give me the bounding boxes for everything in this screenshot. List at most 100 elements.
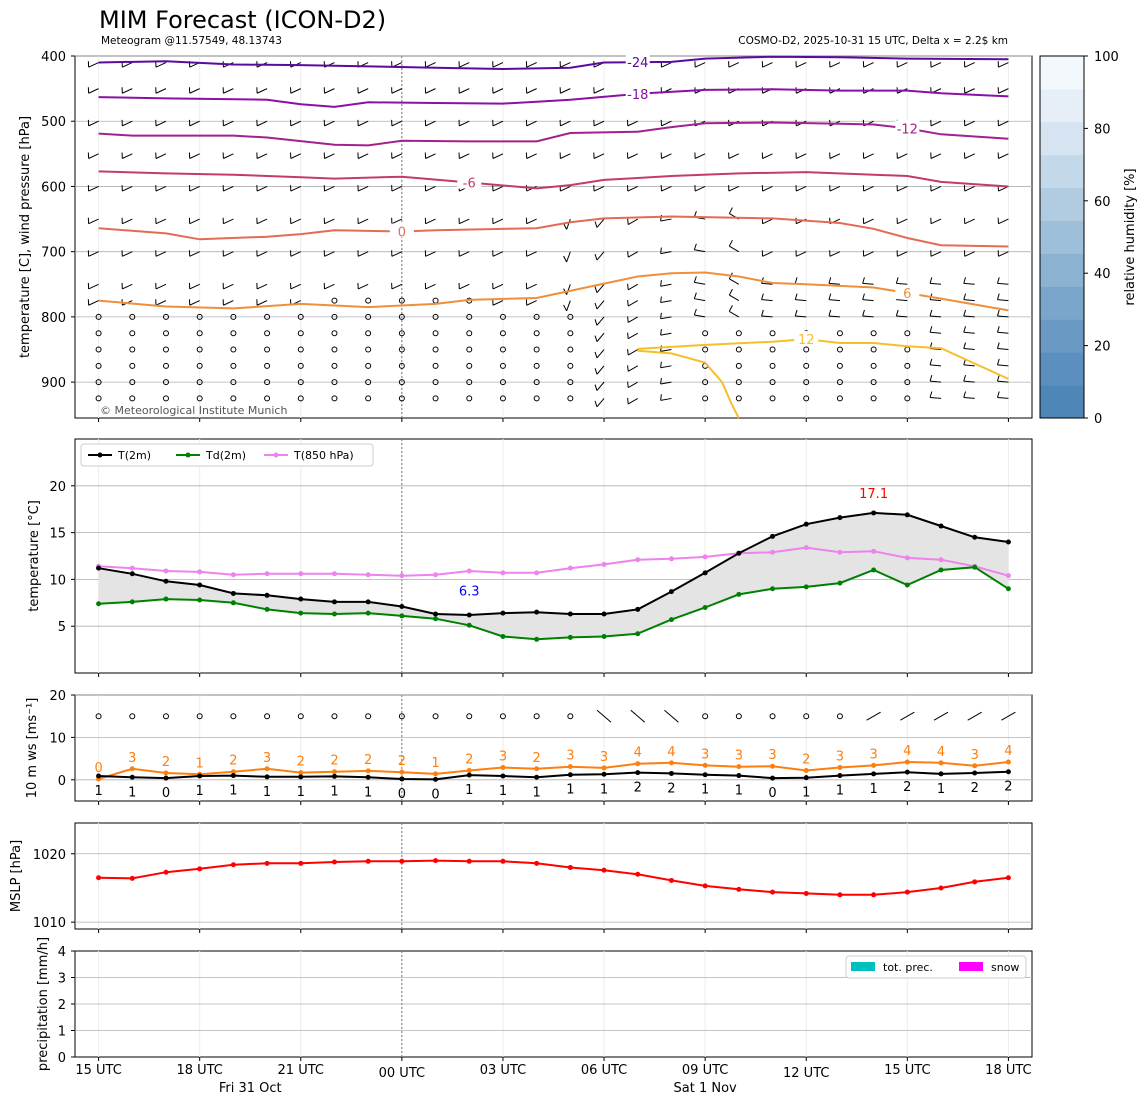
- wind-barb: [526, 218, 537, 225]
- series-point: [298, 596, 304, 602]
- series-point: [567, 634, 573, 640]
- series-point: [567, 864, 573, 870]
- wind-barb-flag: [660, 296, 662, 303]
- series-point: [904, 555, 910, 561]
- calm-wind-circle: [466, 379, 473, 386]
- calm-wind-circle: [567, 713, 574, 720]
- wind-barb: [122, 62, 133, 68]
- series-point: [399, 858, 405, 864]
- wind-barb: [189, 300, 200, 306]
- wind-barb: [661, 185, 672, 192]
- calm-wind-circle: [95, 713, 102, 720]
- colorbar-band: [1040, 121, 1084, 156]
- wind-barb-flag: [761, 309, 764, 317]
- isotherm-label: -12: [897, 122, 918, 137]
- mean-wind-value-label: 1: [566, 783, 574, 798]
- series-point: [601, 867, 607, 873]
- series-point: [500, 773, 506, 779]
- series-point: [601, 561, 607, 567]
- calm-wind-circle: [567, 313, 574, 320]
- wind-barb: [596, 381, 605, 391]
- calm-wind-circle: [904, 330, 911, 337]
- wind-barb-flag: [996, 358, 1000, 366]
- isotherm-label: -6: [463, 177, 476, 192]
- wind-barb: [762, 218, 773, 225]
- series-point: [433, 776, 439, 782]
- gust-value-label: 3: [566, 749, 574, 764]
- series-point: [567, 772, 573, 778]
- wind-barb: [930, 120, 942, 127]
- wind-barb: [357, 153, 369, 159]
- wind-barb: [526, 153, 537, 159]
- wind-barb: [661, 120, 672, 127]
- wind-barb: [492, 153, 504, 159]
- calm-wind-circle: [735, 395, 742, 402]
- wind-barb: [862, 315, 874, 318]
- wind-barb: [596, 218, 605, 228]
- calm-wind-circle: [567, 330, 574, 337]
- wind-barb-flag: [627, 332, 629, 339]
- wind-barb: [762, 153, 773, 159]
- calm-wind-circle: [466, 346, 473, 353]
- wind-barb: [627, 397, 638, 405]
- wind-barb-flag: [627, 251, 629, 258]
- calm-wind-circle: [533, 313, 540, 320]
- calm-wind-circle: [803, 346, 810, 353]
- series-point: [668, 770, 674, 776]
- mean-wind-value-label: 1: [465, 783, 473, 798]
- wind-barb-flag: [660, 377, 662, 385]
- x-tick-label: 18 UTC: [985, 1063, 1031, 1078]
- calm-wind-circle: [769, 330, 776, 337]
- calm-wind-circle: [432, 379, 439, 386]
- wind-barb: [425, 251, 436, 257]
- wind-barb: [256, 283, 268, 290]
- calm-wind-circle: [331, 395, 338, 402]
- wind-barb: [357, 88, 369, 94]
- calm-wind-circle: [365, 346, 372, 353]
- legend: T(2m) Td(2m) T(850 hPa): [80, 443, 374, 467]
- calm-wind-circle: [466, 713, 473, 720]
- wind-barb: [593, 120, 605, 127]
- wind-barb: [863, 251, 874, 257]
- wind-barb: [560, 120, 571, 127]
- wind-barb: [930, 396, 942, 399]
- series-point: [702, 762, 708, 768]
- isotherm-line: [98, 55, 1009, 71]
- wind-barb-flag: [828, 277, 832, 284]
- gust-value-label: 4: [634, 746, 642, 761]
- wind-barb: [964, 251, 975, 257]
- calm-wind-circle: [870, 379, 877, 386]
- calm-wind-circle: [398, 379, 405, 386]
- x-tick-label: 09 UTC: [682, 1063, 728, 1078]
- calm-wind-circle: [432, 313, 439, 320]
- isotherm-line: [98, 88, 1009, 108]
- series-point: [702, 554, 708, 560]
- colorbar-band: [1040, 352, 1084, 386]
- calm-wind-circle: [196, 379, 203, 386]
- series-point: [601, 633, 607, 639]
- wind-barb: [122, 218, 133, 225]
- calm-wind-circle: [533, 713, 540, 720]
- wind-barb-flag: [996, 326, 1000, 333]
- wind-barb: [761, 315, 773, 318]
- wind-barb-flag: [660, 329, 662, 336]
- calm-wind-circle: [95, 362, 102, 369]
- isotherm-label: -18: [627, 88, 648, 103]
- wind-barb: [828, 299, 840, 302]
- wind-barb: [223, 88, 234, 94]
- wind-barb: [189, 88, 200, 94]
- calm-wind-circle: [129, 362, 136, 369]
- series-point: [433, 611, 439, 617]
- mean-wind-value-label: 1: [735, 784, 743, 799]
- series-point: [230, 572, 236, 578]
- series-point: [770, 549, 776, 555]
- series-line: [98, 770, 1009, 781]
- calm-wind-circle: [836, 362, 843, 369]
- series-point: [736, 591, 742, 597]
- isotherm-line: [98, 271, 1009, 312]
- wind-barb: [155, 185, 167, 192]
- x-tick-label: 21 UTC: [278, 1063, 324, 1078]
- legend-label: T(2m): [117, 449, 151, 462]
- series-point: [736, 773, 742, 779]
